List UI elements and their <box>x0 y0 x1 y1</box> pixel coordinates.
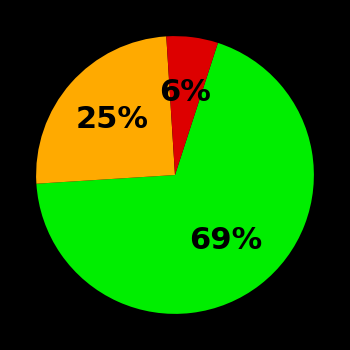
Wedge shape <box>166 36 218 175</box>
Wedge shape <box>36 36 175 184</box>
Text: 69%: 69% <box>189 226 263 256</box>
Text: 25%: 25% <box>76 105 149 134</box>
Wedge shape <box>36 43 314 314</box>
Text: 6%: 6% <box>160 78 211 107</box>
